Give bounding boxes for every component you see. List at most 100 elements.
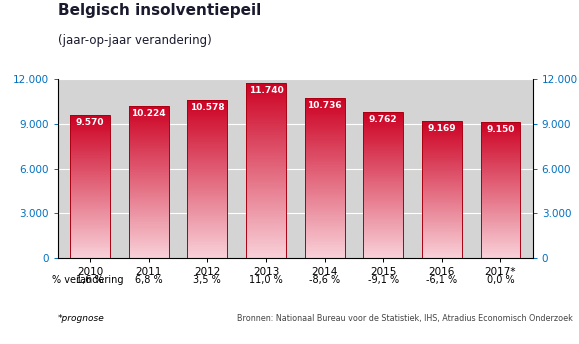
Bar [246,184,286,186]
Bar [422,149,462,150]
Bar [129,179,168,180]
Bar [188,133,228,134]
Bar [481,175,521,176]
Bar [129,118,168,119]
Bar [422,151,462,152]
Bar [70,215,110,216]
Bar [363,190,403,191]
Bar [363,200,403,201]
Bar [422,232,462,233]
Bar [422,127,462,128]
Bar [481,202,521,203]
Bar [129,111,168,112]
Bar [70,211,110,212]
Bar [422,125,462,126]
Bar [246,118,286,119]
Bar [70,169,110,170]
Bar [305,226,345,227]
Bar [246,144,286,145]
Bar [129,171,168,172]
Bar [188,116,228,117]
Bar [305,118,345,119]
Text: 9.762: 9.762 [369,116,398,125]
Bar [305,167,345,168]
Bar [70,257,110,258]
Bar [305,247,345,248]
Bar [70,208,110,209]
Bar [246,176,286,178]
Bar [481,153,521,154]
Bar [246,120,286,121]
Bar [481,170,521,171]
Text: 11,0 %: 11,0 % [249,275,283,286]
Bar [481,176,521,177]
Bar [188,228,228,229]
Bar [481,208,521,209]
Bar [129,165,168,166]
Bar [481,150,521,151]
Bar [422,210,462,211]
Bar [422,254,462,255]
Bar [422,155,462,156]
Bar [70,115,110,258]
Bar [188,140,228,141]
Bar [422,239,462,240]
Bar [246,181,286,182]
Bar [422,156,462,157]
Bar [422,140,462,141]
Bar [422,171,462,172]
Bar [246,89,286,90]
Bar [422,150,462,151]
Bar [363,152,403,153]
Bar [188,149,228,150]
Bar [188,205,228,206]
Bar [246,230,286,231]
Bar [305,160,345,161]
Bar [246,202,286,203]
Bar [363,148,403,149]
Bar [363,192,403,193]
Bar [481,127,521,128]
Bar [70,157,110,158]
Bar [363,131,403,132]
Bar [481,248,521,249]
Bar [188,202,228,203]
Bar [363,128,403,129]
Bar [481,162,521,163]
Bar [305,214,345,215]
Bar [481,146,521,147]
Bar [188,173,228,174]
Bar [363,118,403,119]
Text: (jaar-op-jaar verandering): (jaar-op-jaar verandering) [58,34,212,47]
Bar [188,113,228,114]
Bar [129,188,168,189]
Bar [129,193,168,194]
Bar [70,240,110,241]
Bar [188,101,228,103]
Bar [305,183,345,184]
Bar [188,169,228,170]
Bar [481,122,521,258]
Bar [188,198,228,199]
Bar [188,171,228,172]
Bar [481,173,521,174]
Bar [305,120,345,121]
Bar [188,159,228,160]
Bar [422,145,462,146]
Bar [70,220,110,221]
Bar [188,100,228,101]
Bar [246,211,286,213]
Bar [129,212,168,213]
Bar [363,230,403,231]
Bar [188,241,228,242]
Text: 9.570: 9.570 [76,118,104,127]
Bar [305,166,345,167]
Bar [305,104,345,105]
Bar [70,189,110,190]
Bar [363,179,403,180]
Bar [481,125,521,126]
Bar [188,130,228,131]
Bar [246,175,286,176]
Bar [129,209,168,210]
Bar [246,189,286,190]
